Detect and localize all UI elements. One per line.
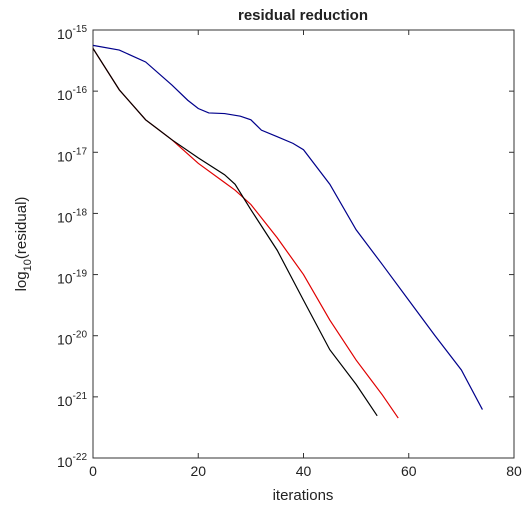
chart-title: residual reduction (238, 7, 368, 24)
series-line (92, 48, 378, 417)
x-tick-label: 60 (401, 463, 417, 479)
x-tick-label: 40 (296, 463, 312, 479)
x-tick-label: 20 (190, 463, 206, 479)
series-line (92, 44, 483, 410)
x-tick-label: 0 (89, 463, 97, 479)
x-tick-label: 80 (506, 463, 522, 479)
x-axis-label: iterations (273, 487, 334, 504)
